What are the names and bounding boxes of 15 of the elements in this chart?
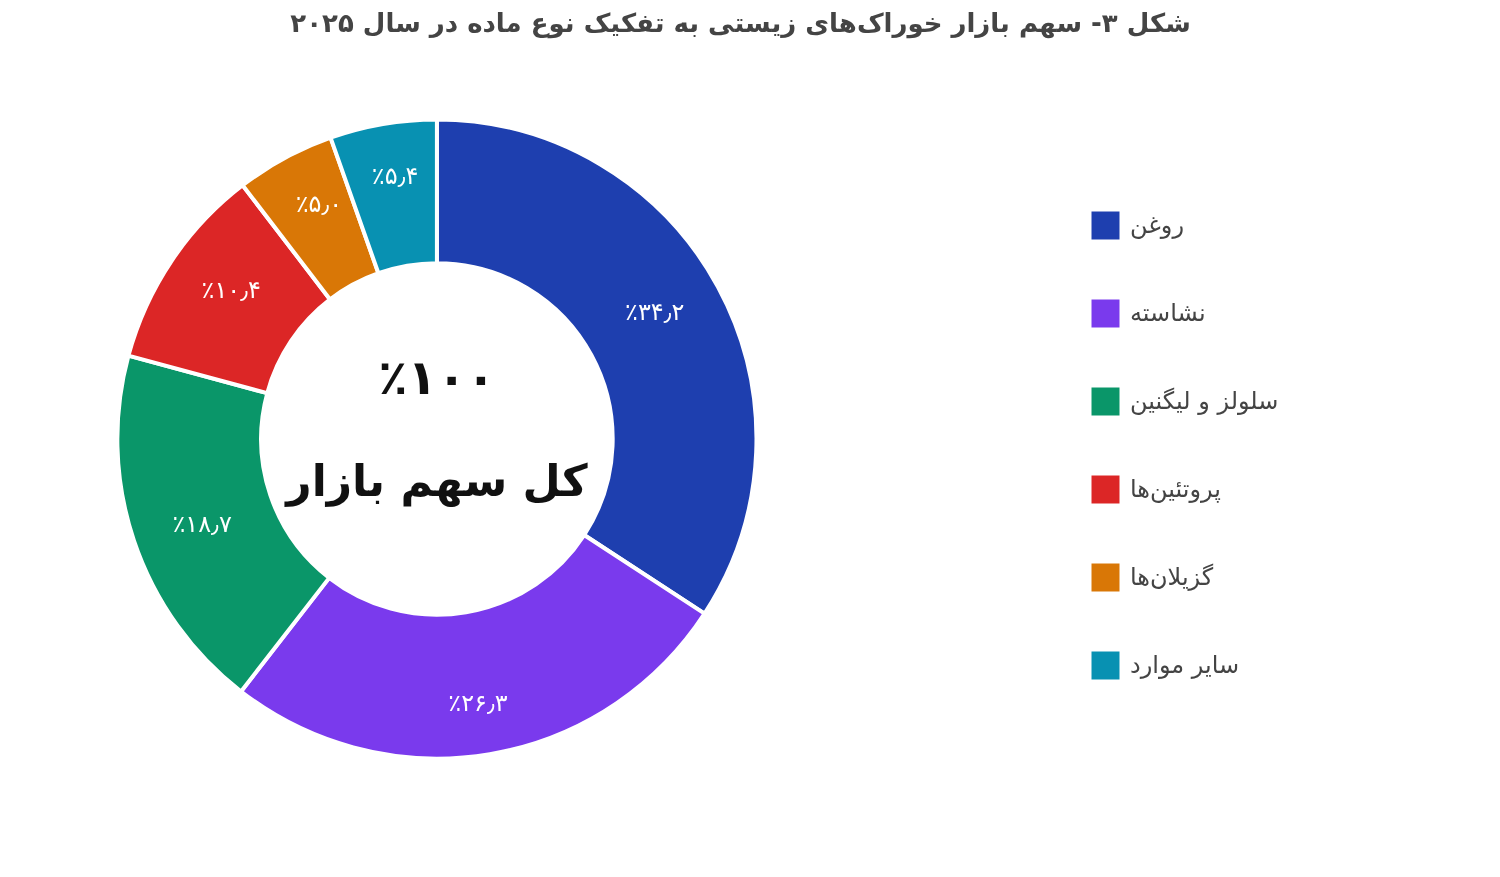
text: کل سهم بازار [284,454,588,507]
legend-label: روغن [1130,211,1184,239]
legend-label: سایر موارد [1130,651,1240,679]
data-label: ٪۵٫۰ [295,190,343,219]
text: ٪۱۰۰ [378,348,496,405]
data-label: ٪۵٫۴ [371,161,419,190]
data-label: ٪۲۶٫۳ [448,688,508,717]
legend-label: سلولز و لیگنین [1130,387,1279,415]
legend-label: پروتئین‌ها [1130,475,1221,503]
data-label: ٪۳۴٫۲ [625,297,685,326]
chart-title: شکل ۳- سهم بازار خوراک‌های زیستی به تفکیک نوع ماده در سال ۲۰۲۵ [290,7,1191,39]
legend-label: گزیلان‌ها [1130,563,1214,591]
data-label: ٪۱۸٫۷ [172,509,232,538]
legend-label: نشاسته [1130,299,1206,327]
data-label: ٪۱۰٫۴ [201,276,261,305]
